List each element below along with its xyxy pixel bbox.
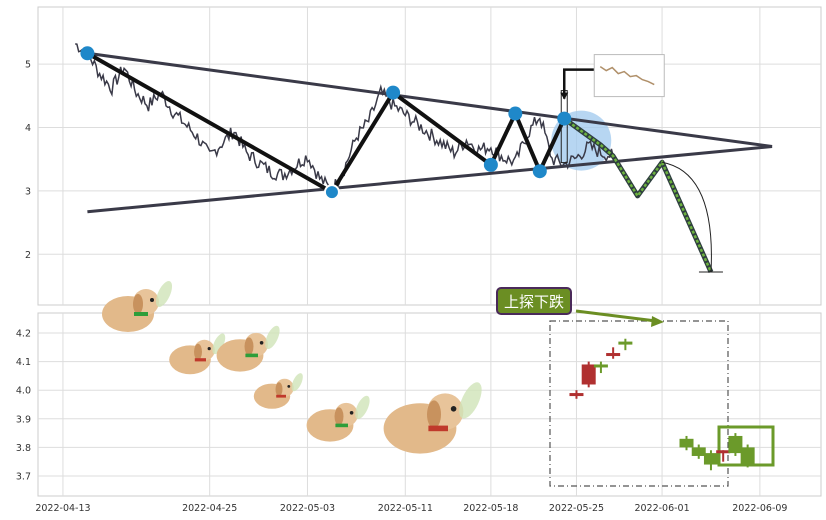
puppy-eye [450,406,457,412]
candle-body [606,353,621,357]
x-tick-label: 2022-05-11 [378,503,433,514]
price-panel-frame [37,6,822,306]
candle-y-tick-label: 4.0 [16,386,31,397]
candle-body [728,435,743,454]
connector-arrow-icon [560,92,569,100]
candle-body [581,364,596,385]
candle-body [593,364,608,368]
puppy-wing [155,281,173,307]
candle-body [740,447,755,465]
price-panel-grid [38,7,821,305]
puppy-ear [244,337,254,356]
x-tick-label: 2022-06-01 [634,503,689,514]
annotation-layer: 上探下跌 [496,287,572,315]
candle-body [703,453,718,465]
candle-y-tick-label: 4.1 [16,357,31,368]
price-y-tick-label: 5 [25,60,31,71]
highlight-circle [551,110,612,171]
candle-y-tick-label: 3.8 [16,443,31,454]
puppy-eye [259,341,264,345]
puppy-collar [335,423,348,428]
puppy-eye [349,411,354,415]
range-box [549,320,729,487]
x-tick-label: 2022-04-25 [182,503,237,514]
price-panel: 2 3 4 5 [25,6,822,306]
puppy-wing [291,373,303,392]
x-tick-label: 2022-04-13 [35,503,90,514]
annotation-label: 上探下跌 [504,293,564,311]
price-y-tick-label: 2 [25,250,31,261]
price-panel-y-ticks: 2 3 4 5 [25,60,31,261]
decorative-illustrations [102,281,482,454]
price-y-tick-label: 3 [25,186,31,197]
puppy-illustration-icon [216,325,280,372]
puppy-wing [355,395,370,420]
projection-line [563,117,713,273]
swing-point-marker [483,157,498,172]
candle-y-tick-label: 3.9 [16,414,31,425]
swing-point-marker [557,111,572,126]
puppy-ear [194,343,202,360]
puppy-ear [133,294,143,314]
price-y-tick-label: 4 [25,123,31,134]
puppy-eye [150,298,154,302]
candle-body [618,341,633,345]
x-tick-label: 2022-06-09 [732,503,787,514]
annotation-label-box [496,287,572,315]
triangle-lower-line [87,144,773,214]
x-axis-ticks: 2022-04-13 2022-04-25 2022-05-03 2022-05-11… [35,503,787,514]
price-panel-content [75,43,773,274]
annotation-arrow-head-icon [651,316,664,327]
puppy-eye [287,385,291,388]
candle-body [716,450,731,454]
puppy-collar [428,425,448,432]
x-tick-label: 2022-05-25 [549,503,604,514]
puppy-illustration-icon [102,281,173,332]
candle-panel-content [549,309,775,487]
puppy-wing [265,325,280,350]
target-arc [662,161,712,273]
puppy-collar [245,353,258,358]
candle-body [691,447,706,456]
puppy-illustration-icon [253,373,303,409]
puppy-collar [194,358,206,362]
highlight-box [717,425,775,467]
candle-y-tick-label: 4.2 [16,329,31,340]
puppy-ear [275,382,283,397]
x-tick-label: 2022-05-03 [280,503,335,514]
connector-line [562,68,597,99]
puppy-ear [334,407,344,426]
puppy-ear [427,400,441,429]
swing-point-marker [508,106,523,121]
annotation-arrow-line [575,309,657,323]
puppy-collar [134,312,148,316]
puppy-illustration-icon [383,382,482,454]
puppy-wing [459,382,482,419]
puppy-collar [276,394,286,398]
candle-panel-y-ticks: 3.7 3.8 3.9 4.0 4.1 4.2 [16,329,31,483]
candle-body [679,438,694,448]
candle-body [569,393,584,397]
thumbnail-sketch [599,65,655,86]
swing-point-marker [80,46,95,61]
puppy-illustration-icon [306,395,370,442]
triangle-upper-line [87,51,773,148]
swing-point-marker [532,164,547,179]
swing-point-marker [386,85,401,100]
puppy-wing [212,333,226,355]
puppy-illustration-icon [169,333,226,375]
puppy-eye [207,347,211,351]
candle-y-tick-label: 3.7 [16,471,31,482]
swing-point-marker [323,184,340,201]
x-tick-label: 2022-05-18 [463,503,518,514]
